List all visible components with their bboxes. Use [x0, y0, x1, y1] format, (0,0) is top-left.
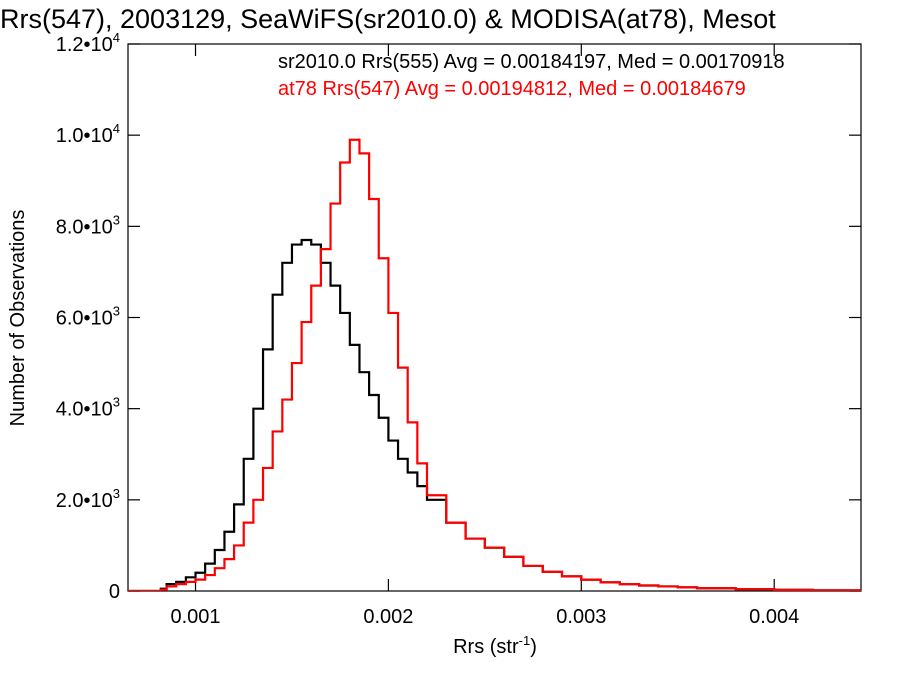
series-layer [128, 138, 861, 591]
series-1-line [128, 138, 861, 591]
x-tick-label: 0.003 [556, 606, 606, 628]
y-tick-label: 2.0•103 [56, 486, 120, 512]
y-tick-label: 8.0•103 [56, 212, 120, 238]
y-tick-label: 0 [109, 581, 120, 603]
y-tick-label: 4.0•103 [56, 395, 120, 421]
x-tick-label: 0.001 [170, 606, 220, 628]
x-axis-ticks: 0.001 0.002 0.003 0.004 [170, 44, 799, 628]
y-tick-label: 1.0•104 [56, 121, 120, 147]
annotation-series-red: at78 Rrs(547) Avg = 0.00194812, Med = 0.… [278, 78, 746, 100]
x-tick-label: 0.004 [749, 606, 799, 628]
y-axis-label: Number of Observations [7, 210, 29, 427]
x-axis-label: Rrs (str-1) [453, 633, 537, 658]
chart-title: Rrs(547), 2003129, SeaWiFS(sr2010.0) & M… [0, 4, 776, 34]
plot-frame [127, 43, 862, 592]
y-axis-ticks: 0 2.0•103 4.0•103 6.0•103 8.0•103 1.0•104 1.2•… [56, 30, 861, 603]
y-tick-label: 6.0•103 [56, 304, 120, 330]
annotation-series-black: sr2010.0 Rrs(555) Avg = 0.00184197, Med … [278, 51, 785, 73]
y-tick-label: 1.2•104 [56, 30, 120, 56]
x-tick-label: 0.002 [363, 606, 413, 628]
series-0-line [128, 238, 861, 591]
